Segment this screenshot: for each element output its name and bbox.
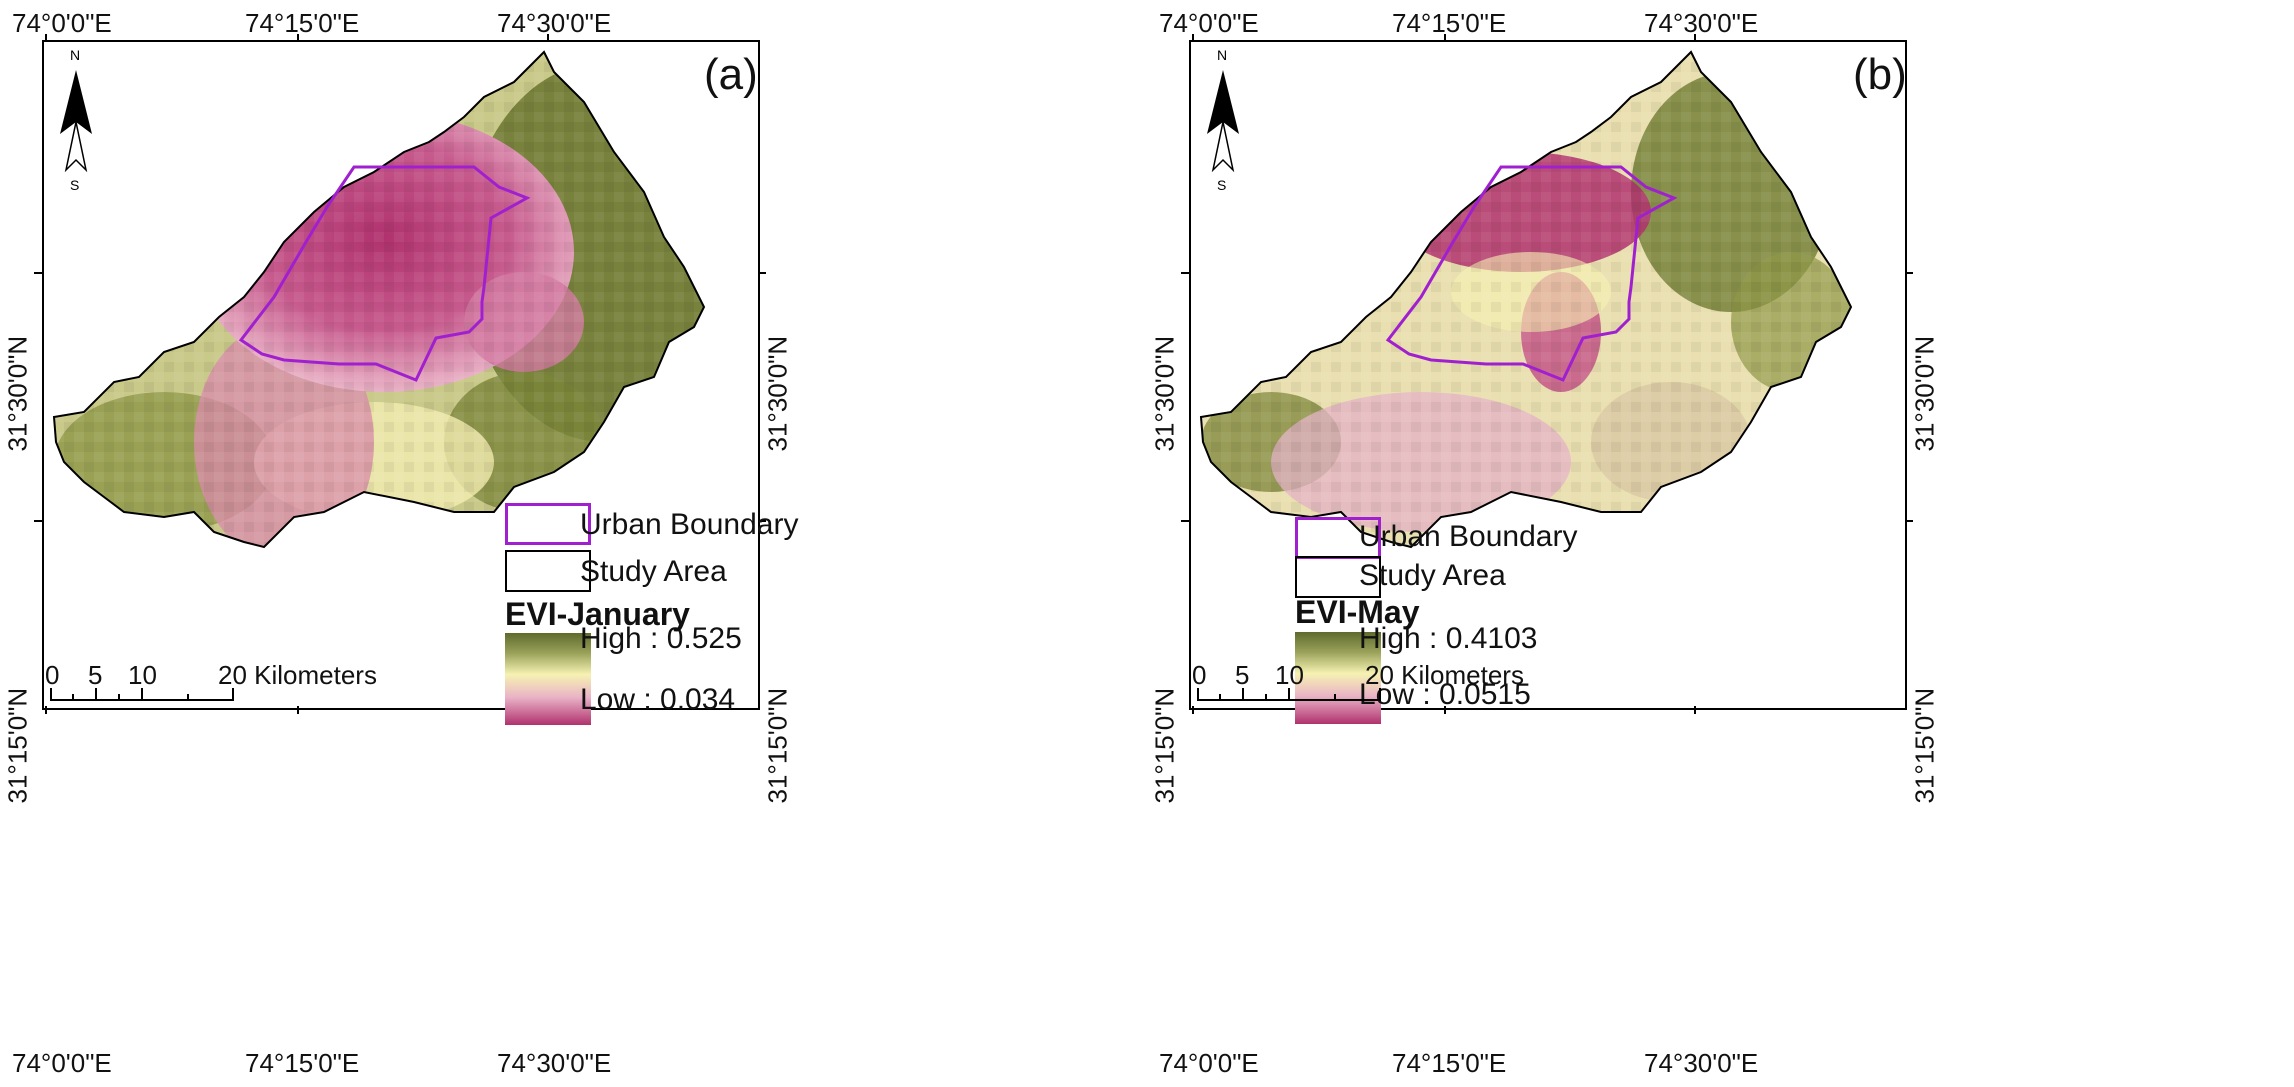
tick: [547, 34, 549, 42]
north-label: N: [1217, 47, 1227, 63]
left-lat-label-1: 31°30'0"N: [2, 335, 33, 452]
scale-label-0: 0: [45, 660, 60, 690]
tick: [1181, 520, 1189, 522]
legend-high-label: High : 0.4103: [1359, 622, 1538, 655]
map-panel-a: 74°0'0"E 74°15'0"E 74°30'0"E 74°0'0"E 74…: [2, 8, 799, 1078]
study-area-swatch: [1295, 556, 1381, 598]
right-lat-label-2: 31°15'0"N: [762, 687, 793, 804]
scale-label-10: 10: [128, 660, 157, 690]
left-lat-label-2: 31°15'0"N: [2, 687, 33, 804]
scale-label-0: 0: [1192, 660, 1207, 690]
map-panel-b: 74°0'0"E 74°15'0"E 74°30'0"E 74°0'0"E 74…: [1147, 0, 2294, 1087]
north-label: N: [70, 47, 80, 63]
right-lat-label-1: 31°30'0"N: [1909, 335, 1940, 452]
scale-label-5: 5: [1235, 660, 1250, 690]
north-arrow-icon: [60, 70, 92, 173]
evi-map: N S: [52, 47, 706, 549]
left-lat-label-2: 31°15'0"N: [1149, 687, 1180, 804]
tick: [1444, 34, 1446, 42]
tick: [297, 706, 299, 714]
study-area-label: Study Area: [1359, 559, 1506, 592]
bottom-lon-label-3: 74°30'0"E: [1644, 1048, 1759, 1078]
tick: [1444, 706, 1446, 714]
urban-boundary-outline: [1385, 165, 1678, 382]
top-lon-label-2: 74°15'0"E: [1392, 8, 1507, 38]
tick: [1694, 34, 1696, 42]
study-area-outline: [1199, 50, 1853, 549]
south-label: S: [1217, 177, 1226, 193]
panel-label: (b): [1853, 50, 1907, 99]
left-lat-label-1: 31°30'0"N: [1149, 335, 1180, 452]
right-lat-label-1: 31°30'0"N: [762, 335, 793, 452]
tick: [1192, 706, 1194, 714]
evi-color-ramp: [505, 633, 591, 725]
evi-map: N S: [1199, 47, 1853, 549]
urban-boundary-label: Urban Boundary: [580, 508, 799, 541]
bottom-lon-label-3: 74°30'0"E: [497, 1048, 612, 1078]
tick: [1905, 520, 1913, 522]
south-label: S: [70, 177, 79, 193]
scale-bar: [1197, 688, 1381, 701]
bottom-lon-label-2: 74°15'0"E: [245, 1048, 360, 1078]
tick: [1905, 272, 1913, 274]
tick: [1694, 706, 1696, 714]
legend-title: EVI-January: [505, 596, 690, 632]
tick: [758, 272, 766, 274]
scale-label-20: 20 Kilometers: [218, 660, 377, 690]
top-lon-label-1: 74°0'0"E: [1159, 8, 1259, 38]
legend-low-label: Low : 0.0515: [1359, 678, 1531, 711]
scale-label-10: 10: [1275, 660, 1304, 690]
top-lon-label-3: 74°30'0"E: [497, 8, 612, 38]
right-lat-label-2: 31°15'0"N: [1909, 687, 1940, 804]
evi-color-ramp: [1295, 632, 1381, 724]
north-arrow-icon: [1207, 70, 1239, 173]
tick: [1192, 34, 1194, 42]
legend-title: EVI-May: [1295, 594, 1420, 630]
tick: [45, 706, 47, 714]
tick: [34, 520, 42, 522]
bottom-lon-label-1: 74°0'0"E: [12, 1048, 112, 1078]
scale-bar: [50, 688, 234, 701]
study-area-swatch: [505, 550, 591, 592]
top-lon-label-3: 74°30'0"E: [1644, 8, 1759, 38]
urban-boundary-swatch: [505, 503, 591, 545]
top-lon-label-2: 74°15'0"E: [245, 8, 360, 38]
study-area-label: Study Area: [580, 555, 727, 588]
bottom-lon-label-2: 74°15'0"E: [1392, 1048, 1507, 1078]
scale-label-20: 20 Kilometers: [1365, 660, 1524, 690]
legend-high-label: High : 0.525: [580, 622, 742, 655]
tick: [758, 520, 766, 522]
scale-label-5: 5: [88, 660, 103, 690]
legend-low-label: Low : 0.034: [580, 683, 736, 716]
study-area-outline: [52, 50, 706, 549]
tick: [45, 34, 47, 42]
bottom-lon-label-1: 74°0'0"E: [1159, 1048, 1259, 1078]
panel-label: (a): [704, 50, 758, 99]
urban-boundary-label: Urban Boundary: [1359, 520, 1578, 553]
urban-boundary-outline: [238, 165, 531, 382]
tick: [1181, 272, 1189, 274]
tick: [34, 272, 42, 274]
top-lon-label-1: 74°0'0"E: [12, 8, 112, 38]
tick: [297, 34, 299, 42]
